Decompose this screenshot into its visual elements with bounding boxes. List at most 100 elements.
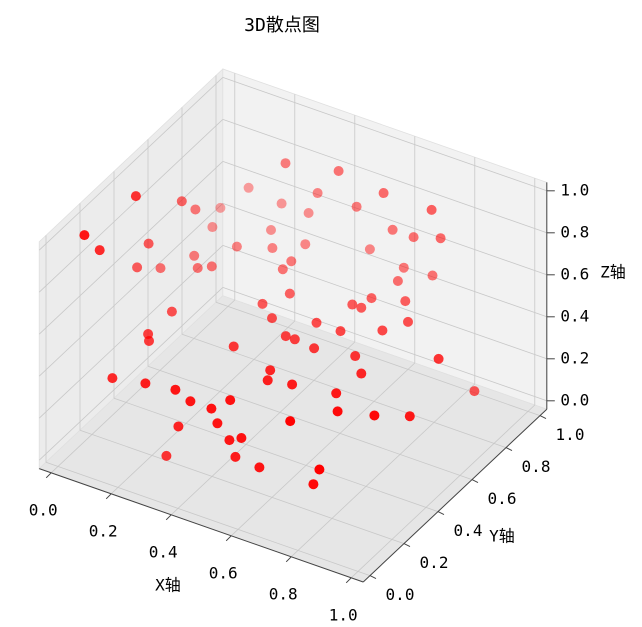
grid-line	[222, 245, 547, 360]
data-point	[387, 224, 398, 235]
data-point	[192, 263, 203, 273]
tick-mark	[403, 543, 411, 548]
data-point	[280, 158, 291, 169]
data-point	[469, 386, 480, 397]
data-point	[377, 325, 388, 336]
data-point	[403, 316, 413, 327]
grid-line	[38, 161, 224, 335]
data-point	[207, 222, 218, 233]
tick-mark	[505, 447, 513, 452]
data-point	[143, 238, 154, 249]
grid-line	[222, 203, 547, 318]
data-point	[356, 302, 367, 313]
data-point	[265, 365, 276, 376]
tick-mark	[345, 577, 352, 584]
zticks-label: 0.2	[560, 348, 589, 367]
data-point	[266, 225, 276, 235]
data-point	[228, 341, 239, 352]
yticks-label: 0.4	[454, 521, 483, 540]
data-point	[132, 262, 143, 273]
zticks-label: 0.8	[560, 222, 589, 241]
data-point	[426, 204, 437, 215]
data-point	[212, 418, 223, 429]
tick-mark	[285, 556, 292, 563]
data-point	[170, 384, 181, 395]
data-point	[107, 373, 118, 384]
data-point	[206, 261, 217, 272]
data-point	[332, 406, 343, 417]
data-point	[231, 241, 242, 252]
data-point	[224, 435, 235, 446]
grid-line	[38, 203, 224, 377]
data-point	[284, 288, 295, 299]
tick-mark	[437, 511, 445, 516]
data-point	[280, 331, 291, 342]
grid-line	[45, 461, 371, 576]
xticks-label: 1.0	[329, 605, 358, 624]
tick-mark	[471, 479, 479, 484]
data-point	[350, 351, 361, 362]
data-point	[267, 243, 278, 254]
data-point	[94, 245, 105, 256]
xticks-label: 0.8	[269, 584, 298, 603]
tick-mark	[165, 514, 172, 521]
zticks-label: 1.0	[560, 180, 589, 199]
grid-line	[79, 429, 405, 544]
data-point	[347, 299, 358, 310]
x-axis-label: X轴	[155, 576, 181, 595]
data-point	[257, 298, 268, 309]
tick-mark	[105, 493, 112, 500]
tick-mark	[369, 575, 377, 580]
data-point	[243, 182, 254, 193]
data-point	[335, 326, 346, 337]
data-point	[427, 270, 438, 281]
grid-line	[290, 383, 476, 558]
grid-line	[222, 119, 547, 234]
data-point	[254, 462, 265, 473]
y-axis-label: Y轴	[489, 527, 515, 546]
grid-line	[181, 333, 507, 448]
tick-mark	[539, 415, 547, 420]
grid-line	[38, 245, 224, 419]
yticks-label: 0.6	[488, 489, 517, 508]
grid-line	[38, 77, 224, 251]
data-point	[408, 232, 419, 243]
yticks-label: 0.0	[386, 585, 415, 604]
yticks-label: 1.0	[556, 425, 585, 444]
data-point	[140, 378, 151, 389]
chart-title: 3D散点图	[244, 15, 320, 36]
grid-line	[222, 287, 547, 402]
data-point	[155, 263, 166, 274]
y-axis-line	[362, 408, 548, 583]
data-point	[400, 296, 411, 307]
data-point	[331, 388, 342, 399]
data-point	[364, 244, 375, 255]
xticks-label: 0.0	[29, 500, 58, 519]
data-point	[366, 293, 377, 304]
grid-line	[38, 119, 224, 293]
data-point	[398, 262, 409, 273]
grid-line	[147, 365, 473, 480]
data-point	[309, 343, 320, 354]
data-point	[311, 317, 322, 328]
data-point	[267, 313, 277, 324]
grid-line	[38, 287, 224, 461]
data-point	[433, 353, 444, 364]
data-point	[236, 433, 247, 443]
data-point	[277, 264, 288, 275]
xticks-label: 0.4	[149, 542, 178, 561]
z-axis-label: Z轴	[600, 263, 626, 282]
grid-line	[222, 77, 547, 192]
zticks-label: 0.0	[560, 390, 589, 409]
data-point	[356, 368, 367, 379]
data-point	[215, 202, 226, 213]
data-point	[285, 416, 296, 427]
data-point	[289, 334, 300, 345]
data-point	[435, 233, 446, 244]
data-point	[185, 396, 196, 407]
data-point	[287, 379, 298, 390]
zticks-label: 0.4	[560, 306, 589, 325]
data-point	[404, 411, 415, 422]
x-axis-line	[39, 468, 364, 583]
